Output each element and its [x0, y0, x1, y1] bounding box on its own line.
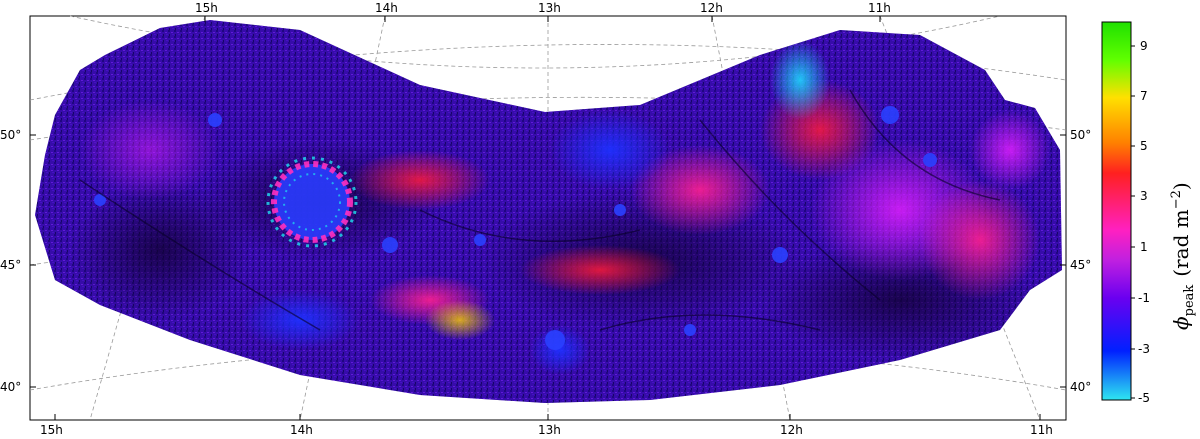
colorbar: 9 7 5 3 1 -1 -3 -5 ϕpeak (rad m−2): [1101, 21, 1197, 405]
ra-bottom-label-14h: 14h: [290, 423, 313, 437]
dec-right-label-40: 40°: [1070, 380, 1091, 394]
colorbar-tick-7: 7: [1140, 89, 1148, 103]
dec-right-label-50: 50°: [1070, 128, 1091, 142]
ra-bottom-label-13h: 13h: [538, 423, 561, 437]
colorbar-label-subscript: peak: [1182, 285, 1197, 317]
dec-left-label-45: 45°: [0, 258, 21, 272]
colorbar-label-power: −2: [1169, 190, 1184, 209]
ra-bottom-label-11h: 11h: [1030, 423, 1053, 437]
ra-top-label-15h: 15h: [195, 1, 218, 15]
colorbar-tick-9: 9: [1140, 39, 1148, 53]
colorbar-label-units: (rad m: [1169, 209, 1193, 276]
ra-bottom-label-15h: 15h: [40, 423, 63, 437]
colorbar-label-symbol: ϕ: [1169, 316, 1193, 330]
colorbar-tick-minus5: -5: [1138, 391, 1150, 405]
dec-left-label-50: 50°: [0, 128, 21, 142]
ring-feature: [274, 164, 350, 240]
ra-top-label-12h: 12h: [700, 1, 723, 15]
frame-ticks: [30, 16, 1066, 420]
ra-top-label-11h: 11h: [868, 1, 891, 15]
ra-bottom-label-12h: 12h: [780, 423, 803, 437]
colorbar-gradient: [1101, 21, 1132, 401]
colorbar-tick-minus3: -3: [1138, 342, 1150, 356]
dec-left-label-40: 40°: [0, 380, 21, 394]
dec-right-label-45: 45°: [1070, 258, 1091, 272]
colorbar-tick-1: 1: [1140, 240, 1148, 254]
colorbar-tick-3: 3: [1140, 189, 1148, 203]
ra-top-label-13h: 13h: [538, 1, 561, 15]
colorbar-tick-minus1: -1: [1138, 291, 1150, 305]
ra-top-label-14h: 14h: [375, 1, 398, 15]
svg-text:ϕpeak(rad m−2): ϕpeak (rad m−2): [1169, 182, 1197, 330]
colorbar-label: ϕpeak (rad m−2): [1169, 182, 1197, 330]
colorbar-tick-5: 5: [1140, 139, 1148, 153]
colorbar-label-close: ): [1169, 182, 1193, 190]
